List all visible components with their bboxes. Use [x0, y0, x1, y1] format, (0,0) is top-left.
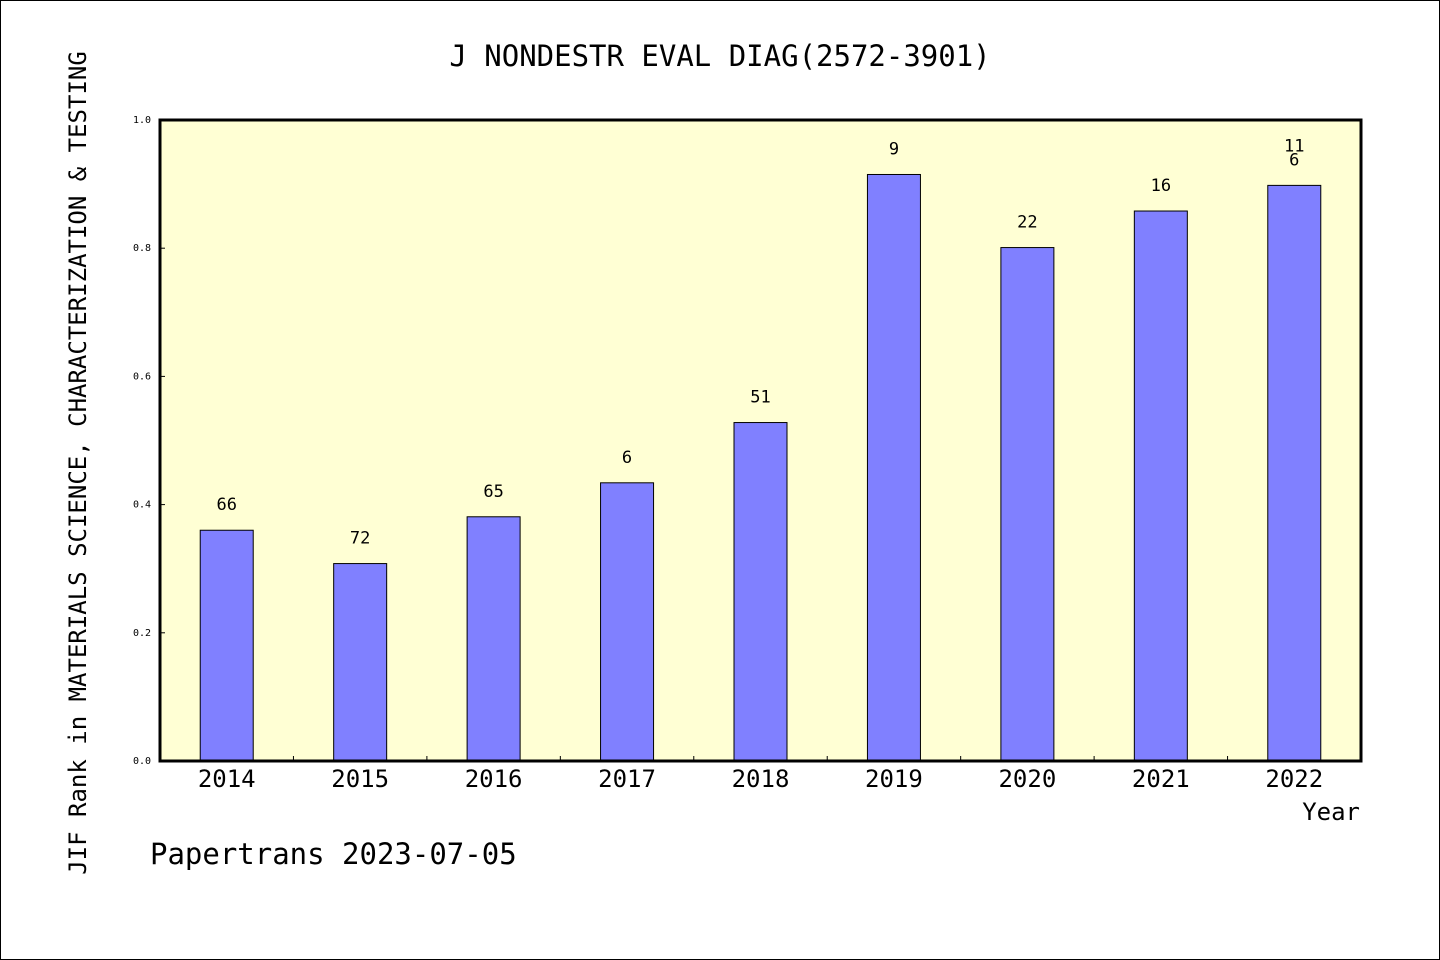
- bar-2021: [1133, 210, 1188, 762]
- data-label-2019: 9: [889, 139, 899, 159]
- x-tick-label-2022: 2022: [1265, 765, 1323, 793]
- bar-2016: [466, 516, 521, 762]
- data-label-2022-1: 11: [1284, 136, 1304, 156]
- chart-title: J NONDESTR EVAL DIAG(2572-3901): [449, 39, 990, 73]
- data-label-2022-2: 6: [1289, 150, 1299, 170]
- y-tick-label: 1.0: [133, 115, 151, 126]
- x-axis: 2014 2015 2016 2017 2018 2019 2020 2021 2022: [198, 756, 1323, 793]
- x-tick-label-2017: 2017: [598, 765, 656, 793]
- bar-2014: [199, 529, 254, 762]
- data-label-2020: 22: [1017, 213, 1037, 233]
- bar-2018: [733, 422, 788, 762]
- x-tick-label-2014: 2014: [198, 765, 256, 793]
- x-tick-label-2020: 2020: [998, 765, 1056, 793]
- y-axis-label: JIF Rank in MATERIALS SCIENCE, CHARACTER…: [64, 51, 92, 875]
- x-tick-label-2015: 2015: [331, 765, 389, 793]
- bar-2022: [1267, 184, 1322, 762]
- x-tick-label-2019: 2019: [865, 765, 923, 793]
- data-label-2017: 6: [622, 448, 632, 468]
- bar-2017: [600, 482, 655, 762]
- y-tick-label: 0.2: [133, 628, 151, 639]
- x-axis-label: Year: [1302, 798, 1360, 826]
- y-tick-label: 0.8: [133, 243, 151, 254]
- bars-layer: [199, 173, 1322, 762]
- bar-2019: [866, 173, 921, 762]
- data-label-2021: 16: [1151, 176, 1171, 196]
- footer-credit: Papertrans 2023-07-05: [150, 837, 517, 871]
- data-label-2015: 72: [350, 529, 370, 549]
- bar-2015: [333, 563, 388, 762]
- y-tick-label: 0.6: [133, 371, 151, 382]
- x-tick-label-2016: 2016: [465, 765, 523, 793]
- bar-2020: [1000, 247, 1055, 762]
- x-tick-label-2018: 2018: [732, 765, 790, 793]
- data-label-2014: 66: [216, 495, 236, 515]
- y-tick-label: 0.0: [133, 756, 151, 767]
- data-label-2016: 65: [483, 482, 503, 502]
- plot-frame: [158, 118, 1363, 763]
- x-tick-label-2021: 2021: [1132, 765, 1190, 793]
- y-tick-label: 0.4: [133, 500, 151, 511]
- data-label-2018: 51: [750, 388, 770, 408]
